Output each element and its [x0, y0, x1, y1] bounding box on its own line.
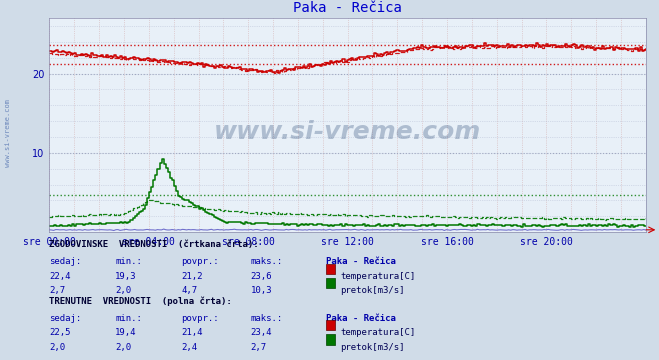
Text: www.si-vreme.com: www.si-vreme.com: [5, 99, 11, 167]
Text: temperatura[C]: temperatura[C]: [340, 272, 415, 281]
Text: 23,4: 23,4: [250, 328, 272, 337]
Text: maks.:: maks.:: [250, 314, 283, 323]
Text: 2,0: 2,0: [49, 343, 65, 352]
Text: 10,3: 10,3: [250, 286, 272, 295]
Text: www.si-vreme.com: www.si-vreme.com: [214, 120, 481, 144]
Text: temperatura[C]: temperatura[C]: [340, 328, 415, 337]
Text: 2,0: 2,0: [115, 286, 131, 295]
Text: sedaj:: sedaj:: [49, 257, 82, 266]
Text: 4,7: 4,7: [181, 286, 197, 295]
Text: povpr.:: povpr.:: [181, 257, 219, 266]
Text: pretok[m3/s]: pretok[m3/s]: [340, 343, 405, 352]
Text: maks.:: maks.:: [250, 257, 283, 266]
Text: 2,7: 2,7: [250, 343, 266, 352]
Text: Paka - Rečica: Paka - Rečica: [326, 257, 396, 266]
Text: 22,4: 22,4: [49, 272, 71, 281]
Text: TRENUTNE  VREDNOSTI  (polna črta):: TRENUTNE VREDNOSTI (polna črta):: [49, 297, 232, 306]
Text: pretok[m3/s]: pretok[m3/s]: [340, 286, 405, 295]
Title: Paka - Rečica: Paka - Rečica: [293, 1, 402, 15]
Text: povpr.:: povpr.:: [181, 314, 219, 323]
Text: 23,6: 23,6: [250, 272, 272, 281]
Text: ZGODOVINSKE  VREDNOSTI  (črtkana črta):: ZGODOVINSKE VREDNOSTI (črtkana črta):: [49, 240, 259, 249]
Text: 19,4: 19,4: [115, 328, 137, 337]
Text: 19,3: 19,3: [115, 272, 137, 281]
Text: 2,4: 2,4: [181, 343, 197, 352]
Text: 2,0: 2,0: [115, 343, 131, 352]
Text: 21,2: 21,2: [181, 272, 203, 281]
Text: sedaj:: sedaj:: [49, 314, 82, 323]
Text: Paka - Rečica: Paka - Rečica: [326, 314, 396, 323]
Text: min.:: min.:: [115, 257, 142, 266]
Text: min.:: min.:: [115, 314, 142, 323]
Text: 21,4: 21,4: [181, 328, 203, 337]
Text: 2,7: 2,7: [49, 286, 65, 295]
Text: 22,5: 22,5: [49, 328, 71, 337]
